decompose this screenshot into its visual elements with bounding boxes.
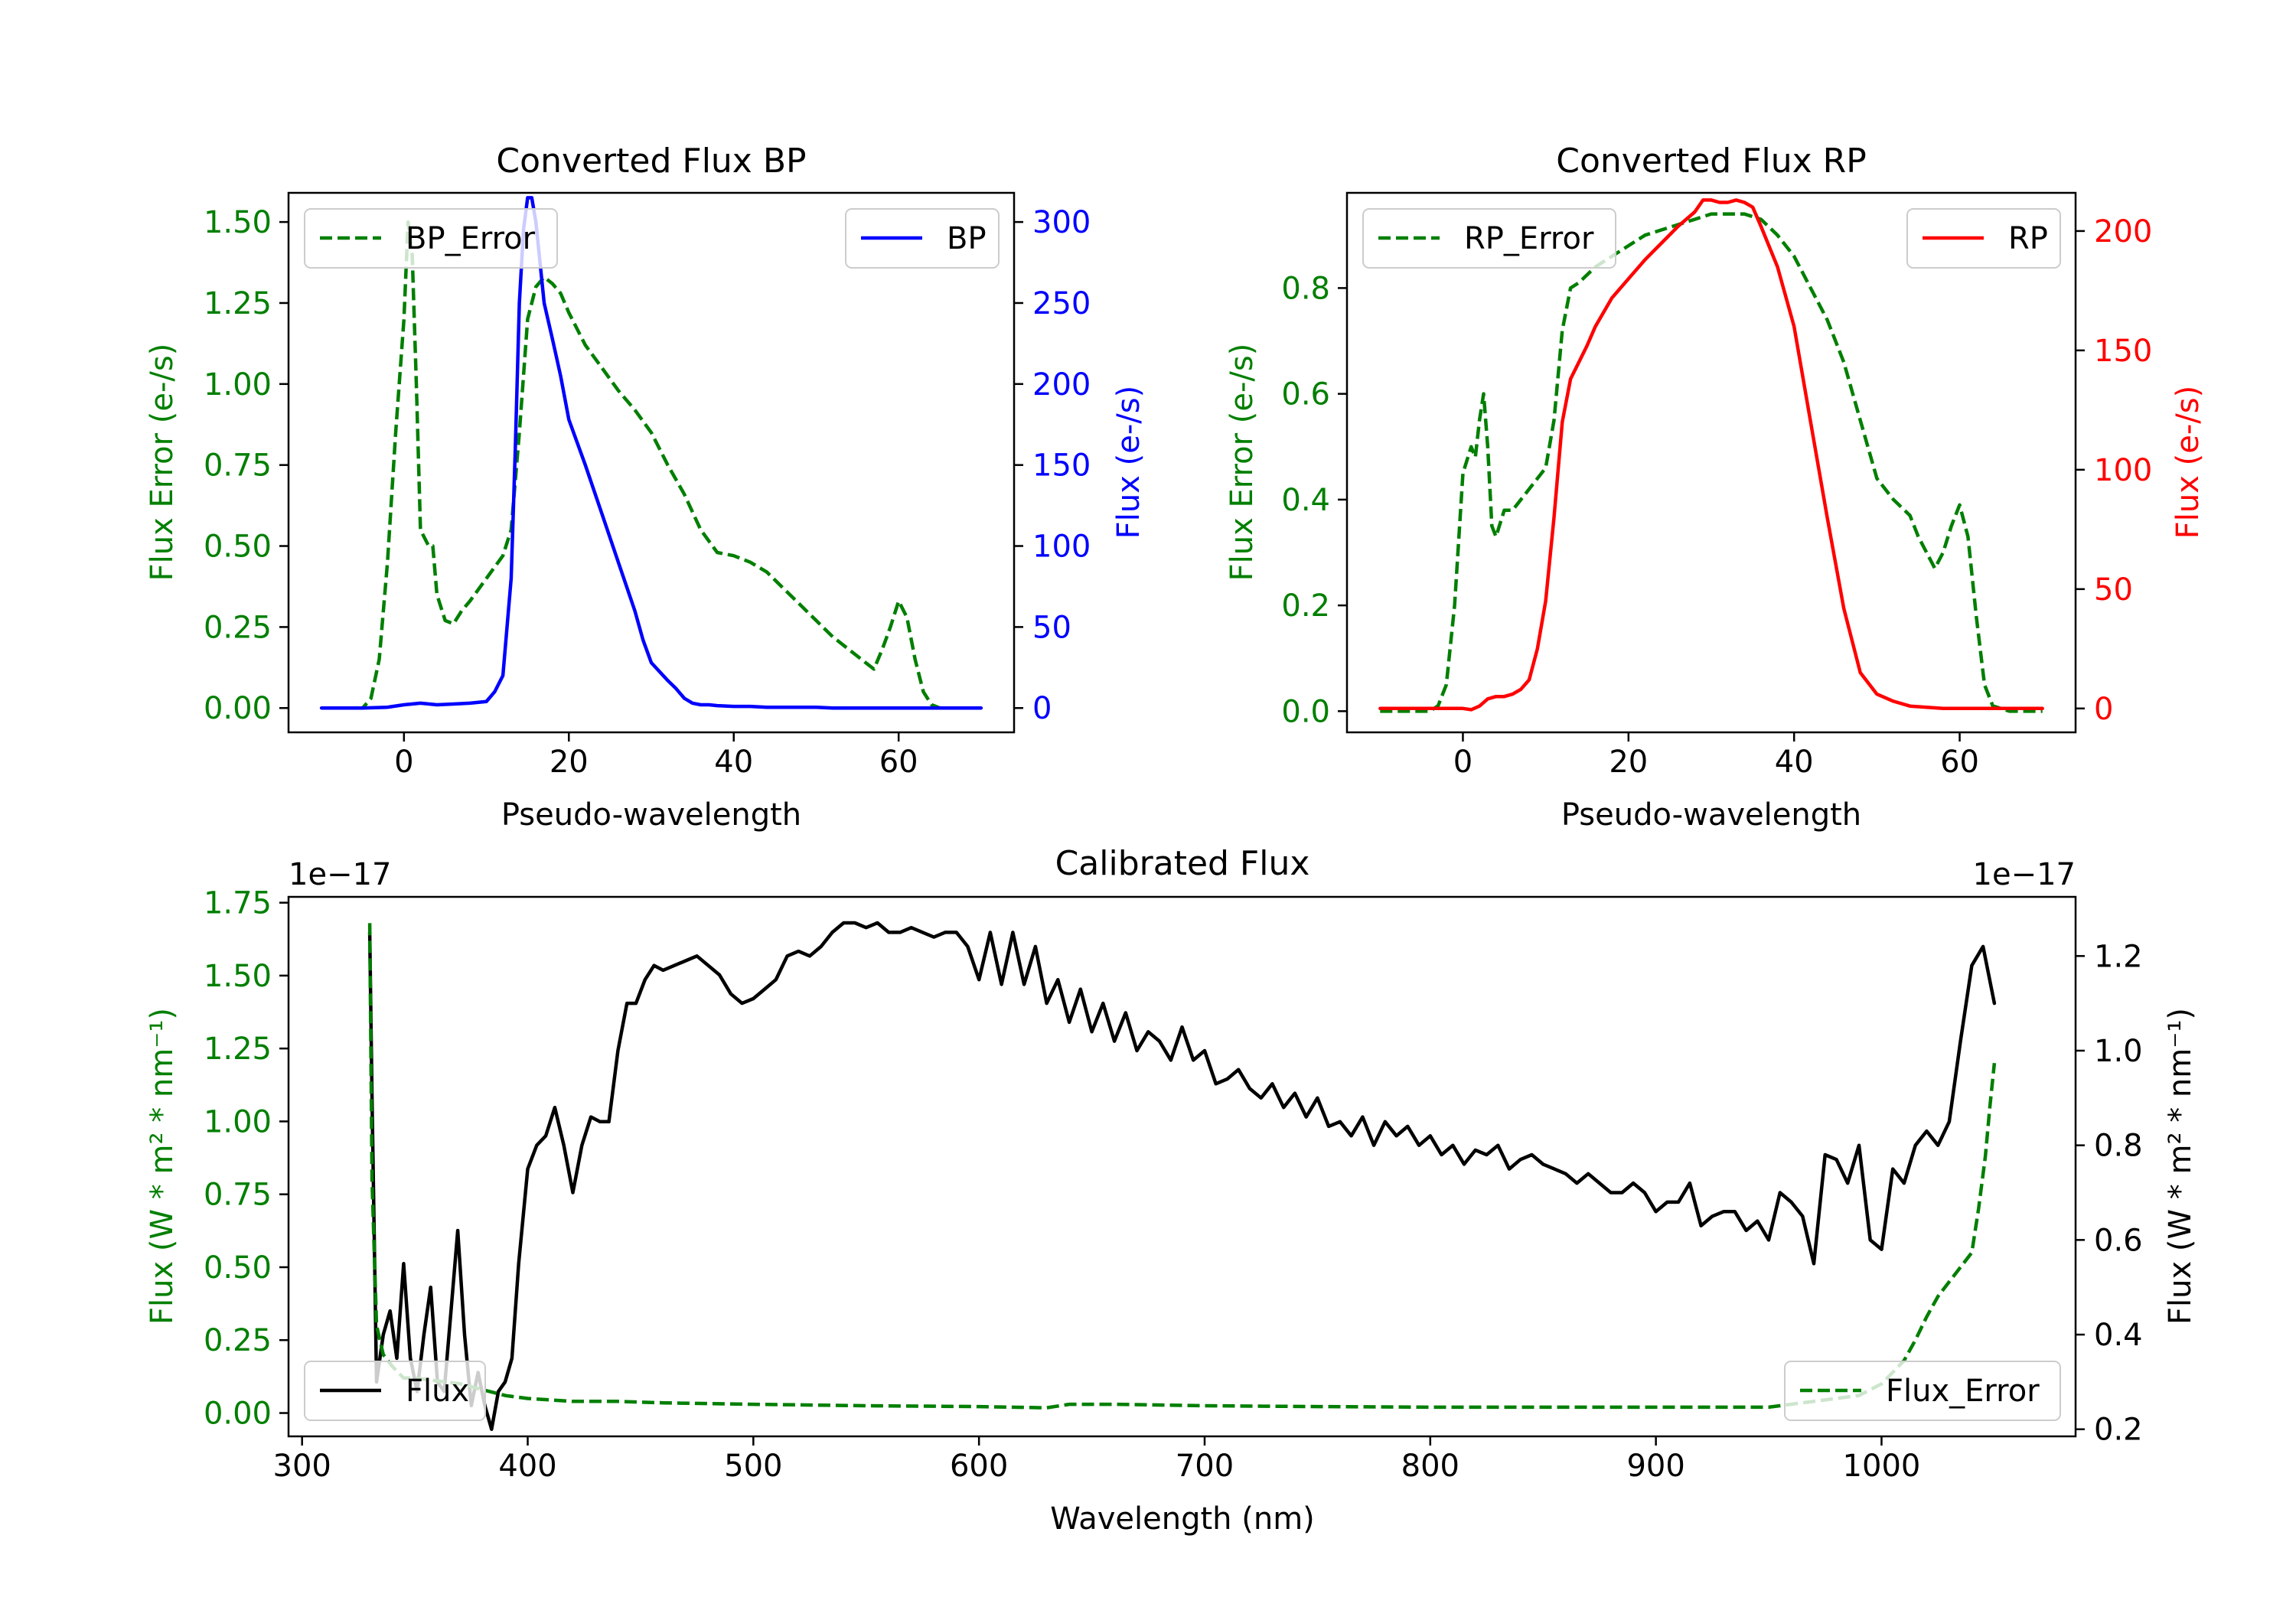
cal-frame [287,895,2077,1438]
bp-xlabel: Pseudo-wavelength [501,797,801,833]
cal-xtick-label: 700 [1176,1449,1234,1484]
cal-xtick-label: 500 [724,1449,782,1484]
bp-xtick-label: 20 [550,745,589,780]
rp-ytick-right-label: 50 [2094,572,2133,608]
rp-xtick-label: 60 [1940,745,1979,780]
cal-ytick-left-label: 1.25 [204,1032,272,1067]
bp-ytick-left-label: 1.25 [204,286,272,321]
bp-ytick-left-label: 0.75 [204,448,272,484]
cal-ytick-right-label: 0.4 [2094,1318,2143,1353]
cal-xlabel: Wavelength (nm) [1050,1501,1315,1537]
cal-xtick-label: 800 [1401,1449,1459,1484]
rp-ytick-right-label: 200 [2094,214,2152,249]
cal-ytick-right-label: 0.2 [2094,1413,2143,1448]
bp-legend-left: BP_Error [304,208,558,269]
cal-legend-right-label: Flux_Error [1886,1374,2040,1409]
bp-xtick-label: 60 [879,745,918,780]
bp-ytick-right-label: 300 [1032,205,1091,240]
cal-ytick-left-label: 1.75 [204,886,272,921]
chart-bp: Converted Flux BP 0 20 40 60 0.00 0.25 0.50 0.7… [145,142,1146,833]
bp-xtick-label: 40 [714,745,753,780]
bp-legend-left-label: BP_Error [406,221,536,256]
bp-ytick-left-label: 1.00 [204,367,272,403]
cal-ytick-right-label: 0.6 [2094,1223,2143,1258]
chart-rp: Converted Flux RP 0 20 40 60 0.0 0.2 0.4 0.6 0.8… [1225,142,2206,833]
cal-ytick-left-label: 1.50 [204,959,272,994]
bp-frame [287,191,1016,734]
cal-xtick-label: 600 [950,1449,1008,1484]
cal-series-flux [367,921,1997,1431]
cal-legend-left: Flux [304,1361,486,1421]
bp-ylabel-left: Flux Error (e-/s) [145,344,180,582]
bp-title: Converted Flux BP [496,142,806,181]
bp-ytick-left-label: 0.25 [204,610,272,645]
bp-ytick-left-label: 1.50 [204,205,272,240]
cal-ylabel-right: Flux (W * m² * nm⁻¹) [2163,1008,2198,1325]
bp-ytick-right-label: 200 [1032,367,1091,403]
cal-ytick-right-label: 1.0 [2094,1034,2143,1069]
rp-xtick-label: 40 [1775,745,1814,780]
bp-ytick-right-label: 50 [1032,610,1071,645]
cal-legend-left-label: Flux [406,1374,469,1409]
cal-ytick-left-label: 0.50 [204,1250,272,1286]
chart-calibrated: Calibrated Flux 300 400 500 600 700 800 900 100… [145,844,2198,1537]
rp-ytick-right-label: 150 [2094,334,2152,369]
cal-offset-right: 1e−17 [1973,857,2076,892]
rp-legend-right: RP [1906,208,2061,269]
cal-xtick-label: 1000 [1843,1449,1921,1484]
bp-xtick-label: 0 [394,745,413,780]
bp-series-bp [319,196,983,710]
rp-ylabel-left: Flux Error (e-/s) [1225,344,1260,582]
cal-xtick-label: 400 [498,1449,556,1484]
rp-ytick-left-label: 0.8 [1281,271,1330,306]
bp-series-bp-error [321,220,981,710]
cal-ytick-right-label: 1.2 [2094,939,2143,974]
bp-ytick-right-label: 0 [1032,691,1052,726]
rp-ytick-left-label: 0.2 [1281,588,1330,624]
cal-xtick-label: 300 [273,1449,331,1484]
rp-xtick-label: 20 [1609,745,1648,780]
rp-ytick-left-label: 0.4 [1281,483,1330,518]
cal-ytick-right-label: 0.8 [2094,1129,2143,1164]
cal-title: Calibrated Flux [1055,844,1310,883]
cal-offset-left: 1e−17 [289,857,391,892]
rp-legend-left: RP_Error [1362,208,1616,269]
rp-xlabel: Pseudo-wavelength [1561,797,1861,833]
bp-legend-right-label: BP [947,221,987,256]
cal-ytick-left-label: 1.00 [204,1104,272,1139]
cal-legend-right: Flux_Error [1784,1361,2061,1421]
bp-ytick-right-label: 100 [1032,530,1091,565]
bp-legend-right: BP [845,208,1000,269]
bp-ylabel-right: Flux (e-/s) [1111,386,1146,539]
rp-ytick-right-label: 0 [2094,692,2113,727]
rp-ytick-left-label: 0.0 [1281,694,1330,729]
cal-ytick-left-label: 0.00 [204,1397,272,1432]
cal-ytick-left-label: 0.75 [204,1178,272,1213]
rp-legend-left-label: RP_Error [1464,221,1594,256]
bp-ytick-left-label: 0.50 [204,530,272,565]
rp-title: Converted Flux RP [1556,142,1867,181]
cal-series-flux-error [367,923,1997,1410]
rp-legend-right-label: RP [2008,221,2048,256]
rp-xtick-label: 0 [1453,745,1473,780]
bp-ytick-right-label: 250 [1032,286,1091,321]
cal-ytick-left-label: 0.25 [204,1323,272,1358]
rp-series-rp [1378,198,2044,712]
rp-ylabel-right: Flux (e-/s) [2170,386,2206,539]
bp-ytick-right-label: 150 [1032,448,1091,484]
rp-ytick-left-label: 0.6 [1281,377,1330,412]
cal-ylabel-left: Flux (W * m² * nm⁻¹) [145,1008,180,1325]
cal-xtick-label: 900 [1626,1449,1684,1484]
rp-frame [1345,191,2077,734]
bp-ytick-left-label: 0.00 [204,691,272,726]
rp-series-rp-error [1380,212,2043,713]
rp-ytick-right-label: 100 [2094,453,2152,488]
